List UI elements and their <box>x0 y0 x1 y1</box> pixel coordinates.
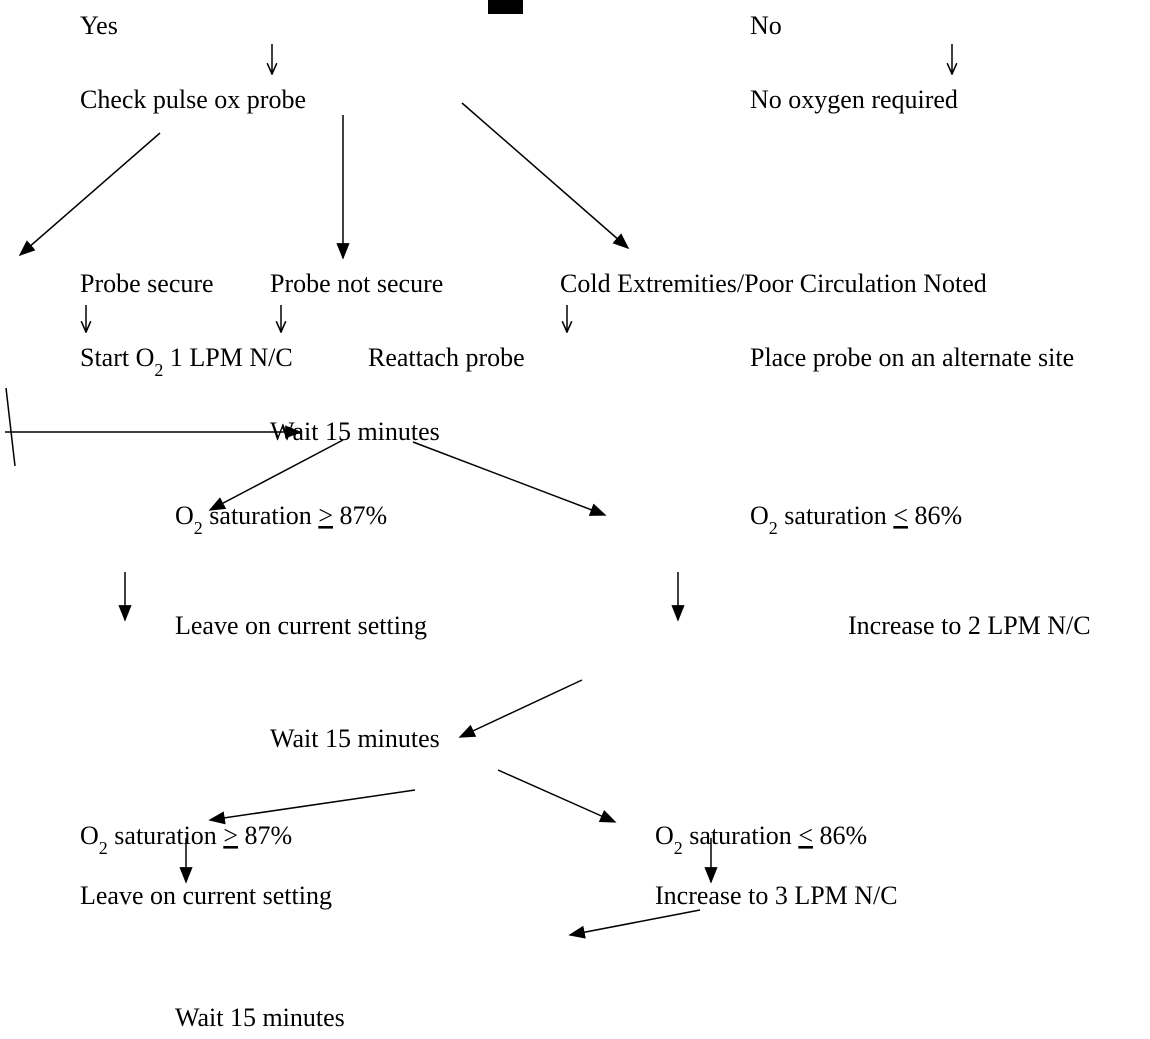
node-label: Cold Extremities/Poor Circulation Noted <box>560 269 987 298</box>
text-run: 1 LPM N/C <box>163 343 292 372</box>
text-run: Increase to 3 LPM N/C <box>655 881 898 910</box>
text-run: Probe not secure <box>270 269 443 298</box>
text-run: 87% <box>238 821 292 850</box>
node-label: Reattach probe <box>368 343 525 372</box>
text-run: Place probe on an alternate site <box>750 343 1074 372</box>
node-label: Place probe on an alternate site <box>750 343 1074 372</box>
arrow <box>18 132 161 257</box>
text-run: O <box>175 501 194 530</box>
subscript: 2 <box>194 518 203 538</box>
arrow <box>461 102 630 250</box>
arrow <box>208 439 344 511</box>
subscript: 2 <box>154 360 163 380</box>
node-label: Leave on current setting <box>80 881 332 910</box>
text-run: Leave on current setting <box>175 611 427 640</box>
text-run: saturation <box>683 821 799 850</box>
text-run: Probe secure <box>80 269 214 298</box>
arrow <box>412 441 607 516</box>
node-label: Yes <box>80 11 118 40</box>
text-run: Leave on current setting <box>80 881 332 910</box>
node-label: O2 saturation > 87% <box>80 821 292 858</box>
node-label: Start O2 1 LPM N/C <box>80 343 293 380</box>
node-label: O2 saturation < 86% <box>750 501 962 538</box>
arrow <box>208 789 416 825</box>
text-run: O <box>80 821 99 850</box>
cropped-mark <box>488 0 523 14</box>
arrow <box>568 909 701 939</box>
node-label: O2 saturation < 86% <box>655 821 867 858</box>
text-run: Reattach probe <box>368 343 525 372</box>
text-run: O <box>655 821 674 850</box>
subscript: 2 <box>99 838 108 858</box>
node-label: Wait 15 minutes <box>270 417 440 446</box>
node-label: Check pulse ox probe <box>80 85 306 114</box>
text-run: Wait 15 minutes <box>175 1003 345 1032</box>
text-run: saturation <box>203 501 319 530</box>
text-run: saturation <box>778 501 894 530</box>
node-label: Probe secure <box>80 269 214 298</box>
subscript: 2 <box>769 518 778 538</box>
text-run: No oxygen required <box>750 85 958 114</box>
text-run: 87% <box>333 501 387 530</box>
text-run: saturation <box>108 821 224 850</box>
text-run: 86% <box>908 501 962 530</box>
text-run: Wait 15 minutes <box>270 724 440 753</box>
arrow <box>497 769 617 823</box>
text-run: No <box>750 11 782 40</box>
node-label: Wait 15 minutes <box>175 1003 345 1032</box>
arrows <box>5 44 952 939</box>
text-run: Increase to 2 LPM N/C <box>848 611 1091 640</box>
node-label: Wait 15 minutes <box>270 724 440 753</box>
text-run: < <box>893 501 908 530</box>
subscript: 2 <box>674 838 683 858</box>
node-label: Increase to 2 LPM N/C <box>848 611 1091 640</box>
text-run: O <box>750 501 769 530</box>
node-label: Leave on current setting <box>175 611 427 640</box>
node-label: No oxygen required <box>750 85 958 114</box>
text-run: > <box>318 501 333 530</box>
text-run: Check pulse ox probe <box>80 85 306 114</box>
text-run: Yes <box>80 11 118 40</box>
text-run: Start O <box>80 343 154 372</box>
text-run: Cold Extremities/Poor Circulation Noted <box>560 269 987 298</box>
text-run: Wait 15 minutes <box>270 417 440 446</box>
text-run: < <box>798 821 813 850</box>
text-run: 86% <box>813 821 867 850</box>
arrow <box>458 679 583 738</box>
slash <box>5 387 16 467</box>
node-label: Increase to 3 LPM N/C <box>655 881 898 910</box>
node-label: Probe not secure <box>270 269 443 298</box>
node-label: No <box>750 11 782 40</box>
node-label: O2 saturation > 87% <box>175 501 387 538</box>
text-run: > <box>223 821 238 850</box>
